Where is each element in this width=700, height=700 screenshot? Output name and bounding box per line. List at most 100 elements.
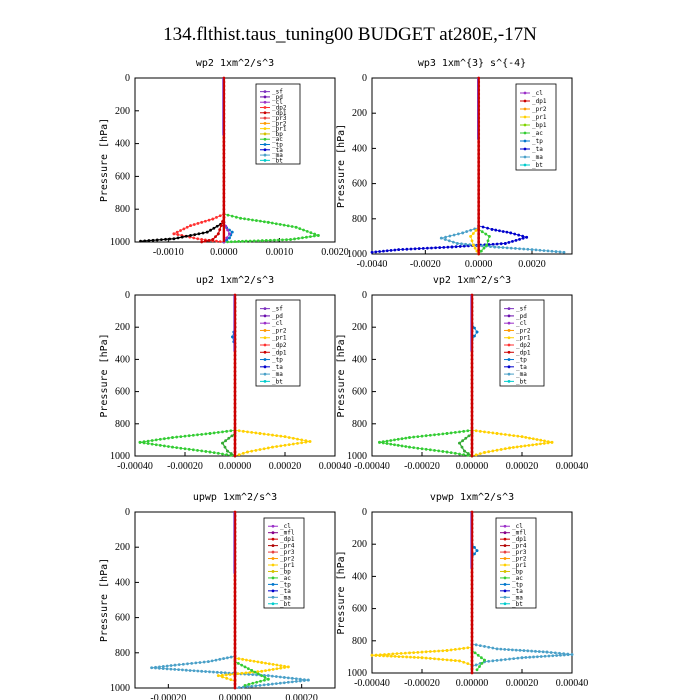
series-point_ma: [266, 674, 270, 678]
series-point_pr1: [275, 445, 279, 448]
legend-marker: [263, 336, 267, 340]
series-point_ma: [469, 228, 473, 232]
legend-marker: [503, 531, 507, 535]
legend-entry: _ta: [280, 588, 291, 595]
series-point_pr1: [246, 450, 249, 454]
series-point_ma: [258, 683, 262, 687]
series-point_pr2: [393, 655, 397, 658]
y-tick-label: 0: [125, 73, 130, 84]
plot-frame: [134, 77, 336, 243]
series-point_pd: [197, 232, 201, 236]
series-point_ta: [525, 235, 529, 239]
legend-marker: [507, 307, 511, 311]
series-line_dp2: [139, 429, 236, 457]
series-point_ac: [237, 240, 241, 243]
series-point_ac: [255, 680, 259, 684]
series-point_pr2: [228, 673, 232, 676]
series-point_pr1: [550, 440, 554, 444]
series-point_dp2: [189, 224, 192, 228]
legend-marker: [523, 163, 527, 167]
series-point_bp1: [482, 246, 486, 250]
series-point_ma: [225, 656, 229, 660]
legend-marker: [507, 329, 511, 332]
panel-title: wp2 1xm^2/s^3: [196, 58, 274, 69]
y-tick-label: 1000: [110, 451, 130, 462]
legend-entry: _sf: [272, 89, 283, 96]
series-point_tp: [473, 552, 476, 556]
legend-marker: [263, 158, 267, 162]
series-point_ta: [413, 247, 417, 251]
series-point_ma: [491, 646, 495, 650]
legend-entry: _pr1: [272, 126, 287, 133]
legend-marker: [271, 544, 275, 548]
series-point_ma: [452, 233, 456, 237]
x-tick-label: 0.00020: [269, 461, 302, 472]
series-point_ma: [483, 645, 486, 648]
series-point_dp2: [437, 432, 441, 436]
series-point_ma: [522, 247, 526, 251]
series-point_pr1: [516, 434, 520, 438]
series-point_dp1: [467, 434, 471, 438]
series-point_dp2: [162, 437, 166, 441]
series-point_ma: [270, 682, 274, 686]
y-tick-label: 200: [352, 539, 367, 550]
series-point_dp2: [412, 446, 416, 450]
series-point_pr2: [458, 659, 461, 663]
series-point_pr2: [216, 674, 220, 678]
series-point_ac: [241, 239, 244, 243]
series-point_ta: [501, 230, 505, 233]
series-point_pr1: [474, 229, 478, 232]
plot-frame: [371, 77, 573, 255]
legend-entry: _cl: [512, 523, 523, 530]
legend-entry: _tp: [516, 357, 527, 364]
series-point_ac: [247, 217, 250, 221]
series-point_tp: [231, 335, 234, 339]
legend-entry: _dp1: [272, 110, 287, 117]
legend-box: [499, 299, 545, 387]
series-point_ac: [478, 665, 481, 668]
y-tick-label: 400: [115, 577, 130, 588]
series-point_ma: [286, 680, 290, 684]
series-point_pr1: [542, 441, 546, 445]
legend-marker: [503, 595, 507, 599]
legend-entry: _cl: [272, 320, 283, 327]
legend-entry: _pr2: [532, 106, 547, 113]
series-point_dp2: [449, 451, 453, 455]
series-point_ma: [551, 654, 555, 658]
series-point_pr2: [221, 675, 224, 679]
legend-entry: _ma: [532, 154, 543, 161]
legend-marker: [263, 132, 267, 136]
series-point_pr1: [296, 437, 299, 441]
series-point_ma: [493, 245, 497, 249]
series-point_pr2: [449, 658, 453, 662]
legend-entry: _bt: [516, 378, 527, 385]
series-point_ma: [282, 676, 286, 679]
y-tick-label: 1000: [110, 683, 130, 694]
series-point_pr2: [236, 672, 240, 676]
series-point_dp2: [437, 449, 441, 453]
series-point_dp1: [458, 441, 461, 445]
legend-marker: [271, 576, 275, 580]
series-point_ma: [290, 680, 294, 684]
series-point_bp1: [485, 243, 489, 247]
y-axis-label: Pressure [hPa]: [336, 550, 347, 634]
x-tick-label: -0.00040: [117, 461, 153, 472]
series-point_pr2: [445, 649, 449, 652]
series-point_dp2: [218, 240, 222, 243]
series-point_dp2: [179, 229, 182, 232]
series-point_pd: [180, 235, 184, 239]
series-point_ma: [286, 676, 290, 680]
series-point_dp2: [142, 441, 146, 445]
series-point_dp2: [393, 438, 396, 442]
series-point_ma: [534, 649, 537, 653]
legend-entry: _tp: [532, 138, 543, 145]
y-tick-label: 1000: [347, 249, 367, 260]
series-point_dp2: [412, 435, 416, 439]
series-point_dp2: [175, 446, 179, 450]
y-tick-label: 800: [352, 636, 367, 647]
legend-marker: [503, 602, 507, 606]
series-point_dp2: [420, 447, 424, 451]
series-point_pr2: [424, 650, 428, 654]
x-tick-label: 0.00040: [556, 461, 589, 472]
legend-entry: _dp2: [272, 105, 287, 112]
